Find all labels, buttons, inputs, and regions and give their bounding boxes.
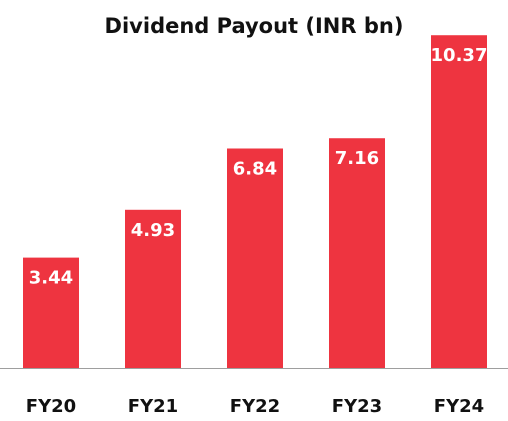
- chart-title: Dividend Payout (INR bn): [104, 14, 404, 38]
- bar-fy20: [23, 257, 79, 368]
- x-tick-label-fy20: FY20: [26, 396, 76, 417]
- x-tick-label-fy21: FY21: [128, 396, 178, 417]
- x-tick-label-fy24: FY24: [434, 396, 484, 417]
- bar-fy23: [329, 138, 385, 368]
- data-label-fy23: 7.16: [335, 148, 379, 169]
- bar-fy21: [125, 209, 181, 368]
- x-tick-label-fy23: FY23: [332, 396, 382, 417]
- data-label-fy20: 3.44: [29, 268, 73, 289]
- data-label-fy21: 4.93: [131, 220, 175, 241]
- x-tick-label-fy22: FY22: [230, 396, 280, 417]
- bar-fy24: [431, 35, 487, 368]
- data-label-fy22: 6.84: [233, 158, 277, 179]
- data-label-fy24: 10.37: [431, 45, 488, 66]
- bar-fy22: [227, 148, 283, 368]
